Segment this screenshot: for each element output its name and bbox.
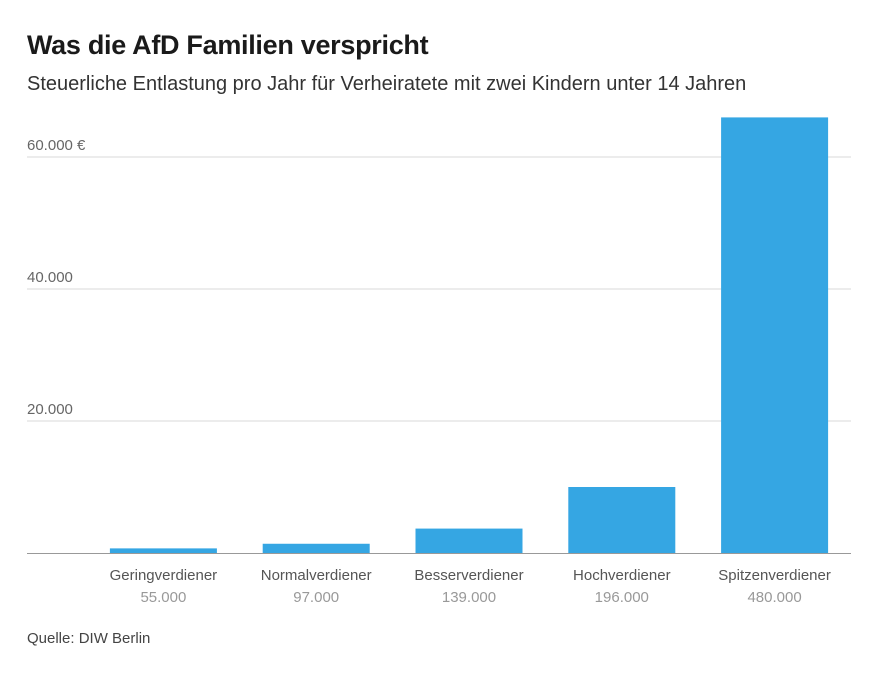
bar-normalverdiener [262, 543, 370, 553]
y-tick-label-0: 20.000 [27, 401, 73, 418]
y-tick-labels: 20.000 40.000 60.000 € [27, 137, 86, 418]
category-label-0: Geringverdiener [110, 567, 218, 584]
chart-title: Was die AfD Familien verspricht [27, 30, 429, 60]
bar-hochverdiener [568, 487, 676, 553]
income-label-1: 97.000 [293, 589, 339, 606]
bars [109, 117, 829, 554]
y-tick-label-1: 40.000 [27, 269, 73, 286]
bar-geringverdiener [109, 548, 217, 553]
bar-spitzenverdiener [721, 117, 829, 554]
category-label-1: Normalverdiener [261, 567, 372, 584]
income-label-2: 139.000 [442, 589, 496, 606]
y-tick-label-2: 60.000 € [27, 137, 86, 154]
bar-besserverdiener [415, 528, 523, 553]
income-labels: 55.000 97.000 139.000 196.000 480.000 [140, 589, 801, 606]
income-label-3: 196.000 [595, 589, 649, 606]
category-label-4: Spitzenverdiener [718, 567, 831, 584]
source-note: Quelle: DIW Berlin [27, 630, 151, 647]
gridlines [27, 156, 851, 422]
category-labels: Geringverdiener Normalverdiener Besserverd… [110, 567, 831, 584]
category-label-3: Hochverdiener [573, 567, 671, 584]
category-label-2: Besserverdiener [414, 567, 523, 584]
income-label-0: 55.000 [140, 589, 186, 606]
income-label-4: 480.000 [747, 589, 801, 606]
chart-subtitle: Steuerliche Entlastung pro Jahr für Verh… [27, 73, 747, 95]
